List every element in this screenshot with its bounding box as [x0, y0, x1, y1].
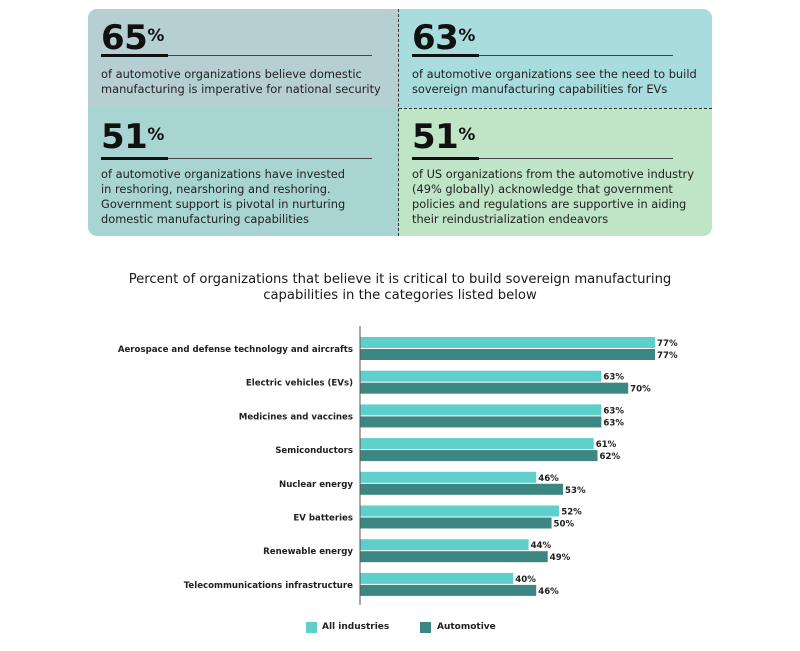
divider-accent [101, 54, 168, 57]
data-label-all-industries-nuclear-energy: 46% [538, 474, 559, 484]
stat-value: 51% [101, 117, 164, 157]
stat-value: 63% [412, 18, 475, 58]
bar-all-industries-aerospace-and-defense-technology-and-aircrafts [360, 337, 655, 348]
bar-all-industries-telecommunications-infrastructure [360, 572, 514, 584]
data-label-all-industries-ev-batteries: 52% [561, 508, 582, 518]
data-label-all-industries-renewable-energy: 44% [531, 541, 552, 551]
stat-value: 51% [412, 117, 475, 157]
legend-swatch-all-industries [306, 622, 317, 633]
bar-all-industries-ev-batteries [360, 505, 560, 517]
bar-automotive-medicines-and-vaccines [360, 416, 602, 428]
bar-automotive-semiconductors [360, 450, 598, 462]
data-label-all-industries-electric-vehicles-evs: 63% [603, 373, 624, 383]
stat-description: of automotive organizations see the need… [412, 67, 697, 96]
category-label-ev-batteries: EV batteries [293, 514, 353, 524]
divider-line [101, 158, 372, 159]
bar-automotive-ev-batteries [360, 517, 552, 529]
data-label-automotive-semiconductors: 62% [600, 452, 621, 462]
bar-automotive-renewable-energy [360, 551, 548, 563]
data-label-all-industries-medicines-and-vaccines: 63% [603, 406, 624, 416]
data-label-all-industries-telecommunications-infrastructure: 40% [515, 575, 536, 585]
bar-automotive-electric-vehicles-evs [360, 382, 629, 394]
category-label-electric-vehicles-evs: Electric vehicles (EVs) [246, 379, 353, 389]
legend-swatch-automotive [420, 622, 431, 633]
stat-card-2: 63% of automotive organizations see the … [399, 9, 712, 108]
divider-accent [412, 157, 479, 160]
data-label-automotive-aerospace-and-defense-technology-and-aircrafts: 77% [657, 351, 678, 361]
chart-title: Percent of organizations that believe it… [128, 272, 672, 303]
legend-label-automotive: Automotive [437, 622, 496, 632]
category-label-aerospace-and-defense-technology-and-aircrafts: Aerospace and defense technology and air… [118, 345, 353, 355]
stat-card-1: 65% of automotive organizations believe … [88, 9, 399, 108]
legend-label-all-industries: All industries [322, 622, 390, 632]
bar-all-industries-nuclear-energy [360, 471, 537, 483]
data-label-automotive-nuclear-energy: 53% [565, 486, 586, 496]
bar-all-industries-semiconductors [360, 438, 594, 450]
category-label-semiconductors: Semiconductors [275, 446, 353, 456]
data-label-automotive-telecommunications-infrastructure: 46% [538, 587, 559, 597]
divider-accent [412, 54, 479, 57]
data-label-automotive-electric-vehicles-evs: 70% [630, 385, 651, 395]
data-label-automotive-medicines-and-vaccines: 63% [603, 418, 624, 428]
data-label-all-industries-aerospace-and-defense-technology-and-aircrafts: 77% [657, 339, 678, 349]
bar-automotive-aerospace-and-defense-technology-and-aircrafts [360, 349, 655, 360]
horizontal-dashed-divider [399, 108, 712, 109]
divider-line [412, 158, 673, 159]
bar-automotive-nuclear-energy [360, 483, 564, 495]
data-label-all-industries-semiconductors: 61% [596, 440, 617, 450]
category-label-renewable-energy: Renewable energy [263, 547, 353, 557]
stat-value: 65% [101, 18, 164, 58]
divider-accent [101, 157, 168, 160]
stat-card-3: 51% of automotive organizations have inv… [88, 108, 399, 236]
bar-all-industries-medicines-and-vaccines [360, 404, 602, 416]
bar-all-industries-renewable-energy [360, 539, 529, 551]
divider-line [412, 55, 673, 56]
stat-description: of US organizations from the automotive … [412, 167, 694, 226]
stat-card-4: 51% of US organizations from the automot… [399, 108, 712, 236]
category-label-medicines-and-vaccines: Medicines and vaccines [239, 412, 353, 422]
vertical-dashed-divider [398, 9, 399, 236]
data-label-automotive-renewable-energy: 49% [550, 553, 571, 563]
category-label-nuclear-energy: Nuclear energy [279, 480, 353, 490]
divider-line [101, 55, 372, 56]
stat-description: of automotive organizations have investe… [101, 167, 346, 226]
bar-all-industries-electric-vehicles-evs [360, 370, 602, 382]
stat-description: of automotive organizations believe dome… [101, 67, 381, 96]
category-label-telecommunications-infrastructure: Telecommunications infrastructure [184, 581, 353, 591]
data-label-automotive-ev-batteries: 50% [554, 520, 575, 530]
bar-automotive-telecommunications-infrastructure [360, 584, 537, 596]
